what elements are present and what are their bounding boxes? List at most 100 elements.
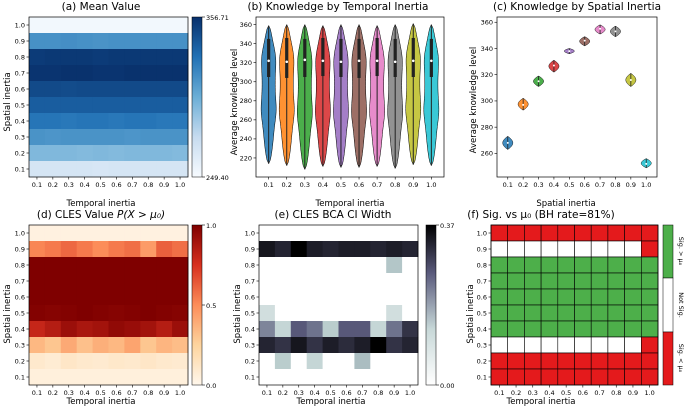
xlabel-e: Temporal inertia bbox=[296, 397, 366, 407]
heatmap-cell bbox=[140, 97, 157, 114]
heatmap-cell bbox=[29, 81, 46, 98]
heatmap-cell bbox=[44, 353, 62, 370]
y-tick-label: 0.6 bbox=[15, 293, 25, 301]
x-tick-label: 0.1 bbox=[32, 181, 42, 189]
x-tick-label: 0.4 bbox=[318, 181, 328, 189]
heatmap-cell bbox=[507, 336, 525, 354]
heatmap-cell bbox=[274, 289, 292, 306]
heatmap-cell bbox=[624, 368, 642, 386]
heatmap-cell bbox=[140, 65, 157, 82]
heatmap-cell bbox=[156, 49, 173, 66]
heatmap-cell bbox=[540, 240, 559, 258]
heatmap-cell bbox=[354, 369, 371, 386]
heatmap-cell bbox=[507, 320, 525, 338]
heatmap-cell bbox=[402, 273, 419, 290]
panel-d-cles-heatmap: 0.1 0.2 0.3 0.4 0.5 0.6 0.7 0.8 0.9 1.0 1.0 0.9 0.8 0… bbox=[15, 224, 189, 397]
y-tick-label: 0.3 bbox=[245, 341, 255, 349]
heatmap-cell bbox=[124, 49, 141, 66]
violin-median bbox=[614, 30, 617, 33]
y-tick-label: 300 bbox=[481, 97, 493, 105]
heatmap-cell bbox=[29, 289, 46, 306]
heatmap-cell bbox=[29, 17, 46, 34]
heatmap-cell bbox=[590, 240, 609, 258]
violin-median bbox=[321, 59, 325, 63]
title-b: (b) Knowledge by Temporal Inertia bbox=[248, 1, 429, 13]
heatmap-cell bbox=[44, 321, 62, 338]
heatmap-cell bbox=[322, 257, 339, 274]
heatmap-cell bbox=[29, 321, 46, 338]
heatmap-cell bbox=[524, 288, 542, 306]
heatmap-cell bbox=[140, 321, 157, 338]
heatmap-cell bbox=[124, 289, 141, 306]
y-tick-label: 0.4 bbox=[15, 117, 25, 125]
heatmap-cell bbox=[540, 256, 559, 274]
heatmap-cell bbox=[44, 65, 62, 82]
y-tick-label: 1.0 bbox=[15, 21, 25, 29]
heatmap-cell bbox=[124, 241, 141, 258]
y-tick-label: 0.5 bbox=[15, 101, 25, 109]
heatmap-cell bbox=[274, 353, 292, 370]
heatmap-cell bbox=[590, 224, 609, 242]
heatmap-cell bbox=[524, 224, 542, 242]
heatmap-cell bbox=[76, 17, 93, 34]
heatmap-cell bbox=[140, 113, 157, 130]
xlabel-b: Temporal inertia bbox=[315, 199, 385, 209]
heatmap-cell bbox=[92, 241, 109, 258]
xlabel-f: Temporal inertia bbox=[506, 397, 576, 407]
heatmap-cell bbox=[290, 337, 308, 354]
heatmap-cell bbox=[386, 369, 403, 386]
ylabel-a: Spatial inertia bbox=[3, 72, 13, 131]
heatmap-cell bbox=[29, 161, 46, 178]
heatmap-cell bbox=[124, 257, 141, 274]
heatmap-cell bbox=[44, 161, 62, 178]
heatmap-cell bbox=[29, 33, 46, 50]
heatmap-cell bbox=[590, 304, 609, 322]
heatmap-cell bbox=[259, 273, 276, 290]
heatmap-cell bbox=[92, 337, 109, 354]
x-tick-label: 0.8 bbox=[610, 181, 620, 189]
heatmap-cell bbox=[490, 304, 509, 322]
heatmap-cell bbox=[172, 273, 189, 290]
heatmap-cell bbox=[274, 273, 292, 290]
heatmap-cell bbox=[322, 241, 339, 258]
x-tick-label: 0.5 bbox=[325, 389, 335, 397]
colorbar-e-min: 0.00 bbox=[440, 382, 454, 390]
heatmap-cell bbox=[338, 257, 355, 274]
heatmap-cell bbox=[338, 273, 355, 290]
violin-iqr bbox=[267, 38, 271, 77]
heatmap-cell bbox=[60, 145, 78, 162]
heatmap-cell bbox=[338, 225, 355, 242]
heatmap-cell bbox=[140, 33, 157, 50]
heatmap-cell bbox=[524, 304, 542, 322]
heatmap-cell bbox=[172, 225, 189, 242]
heatmap-cell bbox=[590, 288, 609, 306]
heatmap-cell bbox=[306, 321, 323, 338]
heatmap-cell bbox=[322, 273, 339, 290]
heatmap-cell bbox=[76, 97, 93, 114]
heatmap-cell bbox=[370, 225, 387, 242]
violin-iqr bbox=[429, 38, 433, 77]
heatmap-cell bbox=[156, 321, 173, 338]
violin-iqr bbox=[393, 38, 397, 77]
heatmap-cell bbox=[624, 240, 642, 258]
heatmap-cell bbox=[92, 161, 109, 178]
title-d-math: P(X > μ₀) bbox=[117, 209, 165, 221]
y-tick-label: 0.2 bbox=[15, 357, 25, 365]
y-tick-label: 0.1 bbox=[477, 373, 487, 381]
heatmap-cell bbox=[490, 320, 509, 338]
y-tick-label: 0.1 bbox=[15, 373, 25, 381]
heatmap-cell bbox=[640, 224, 659, 242]
legend-f-not-swatch bbox=[662, 277, 674, 333]
panel-c-spatial-violins: 260 280 300 320 340 360 0.1 0.2 0.3 0.4 0.5 0.6 0.7 0… bbox=[481, 16, 658, 189]
colorbar-d-tick-top: 1.0 bbox=[206, 222, 216, 230]
heatmap-cell bbox=[290, 353, 308, 370]
heatmap-cell bbox=[607, 336, 625, 354]
heatmap-cell bbox=[60, 273, 78, 290]
y-tick-label: 0.5 bbox=[477, 309, 487, 317]
heatmap-cell bbox=[370, 289, 387, 306]
x-tick-label: 0.7 bbox=[595, 181, 605, 189]
colorbar-e-max: 0.37 bbox=[440, 222, 454, 230]
heatmap-cell bbox=[92, 257, 109, 274]
heatmap-cell bbox=[140, 161, 157, 178]
x-tick-label: 0.2 bbox=[278, 389, 288, 397]
